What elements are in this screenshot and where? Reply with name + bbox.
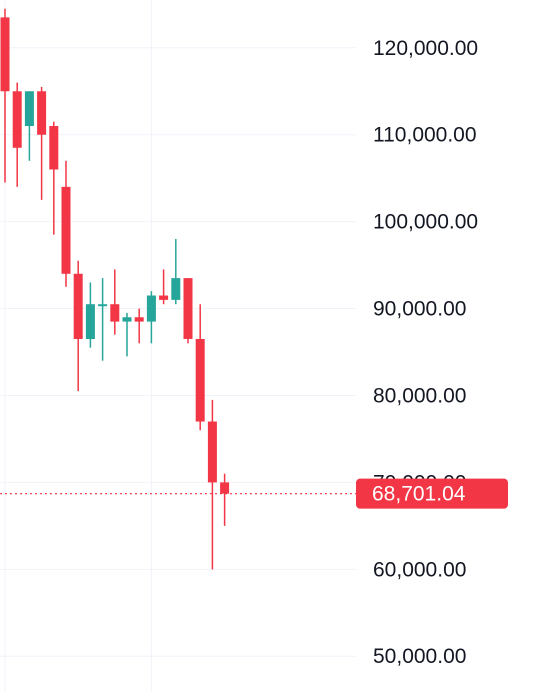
y-tick-label: 50,000.00 (373, 645, 466, 668)
candle-body (98, 304, 108, 307)
candle (183, 278, 193, 344)
y-tick-label: 110,000.00 (373, 124, 477, 147)
price-axis[interactable]: 120,000.00 110,000.00 100,000.00 90,000.00 8… (373, 37, 478, 668)
candle-body (12, 91, 22, 148)
candle (24, 91, 34, 161)
candle-body (134, 317, 144, 322)
candle (207, 399, 217, 570)
candle (61, 160, 71, 287)
candle-body (159, 295, 169, 300)
last-price-badge (356, 478, 508, 509)
candle (73, 260, 83, 392)
candle (146, 291, 156, 344)
candle (195, 304, 205, 431)
candle (171, 239, 181, 305)
candle-body (122, 317, 132, 322)
candle-body (110, 304, 120, 322)
candle (85, 282, 95, 348)
candle (0, 8, 10, 183)
candle-body (183, 278, 193, 339)
candle-body (24, 91, 34, 127)
candle (12, 82, 22, 187)
candle (159, 269, 169, 305)
candle-body (146, 295, 156, 322)
last-price-label: 68,701.04 (372, 483, 466, 506)
y-tick-label: 80,000.00 (373, 384, 466, 407)
candle (98, 278, 108, 361)
candle (37, 86, 47, 200)
candle-body (0, 17, 10, 92)
candle (49, 121, 59, 235)
candle (220, 473, 230, 526)
candle-body (171, 278, 181, 300)
candle-body (85, 304, 95, 339)
candle-body (207, 421, 217, 483)
candle-body (220, 482, 230, 494)
candle-body (73, 273, 83, 339)
candle (122, 312, 132, 357)
candle-body (195, 338, 205, 422)
candle-body (61, 186, 71, 274)
y-tick-label: 100,000.00 (373, 211, 478, 234)
grid-layer (0, 47, 356, 657)
candle (134, 308, 144, 344)
candle-body (49, 126, 59, 170)
candle (110, 269, 120, 335)
last-price-layer: 68,701.04 (0, 478, 508, 509)
candle-body (37, 91, 47, 135)
y-tick-label: 90,000.00 (373, 298, 466, 321)
candle-layer (0, 8, 230, 570)
y-tick-label: 120,000.00 (373, 37, 478, 60)
y-tick-label: 60,000.00 (373, 558, 466, 581)
